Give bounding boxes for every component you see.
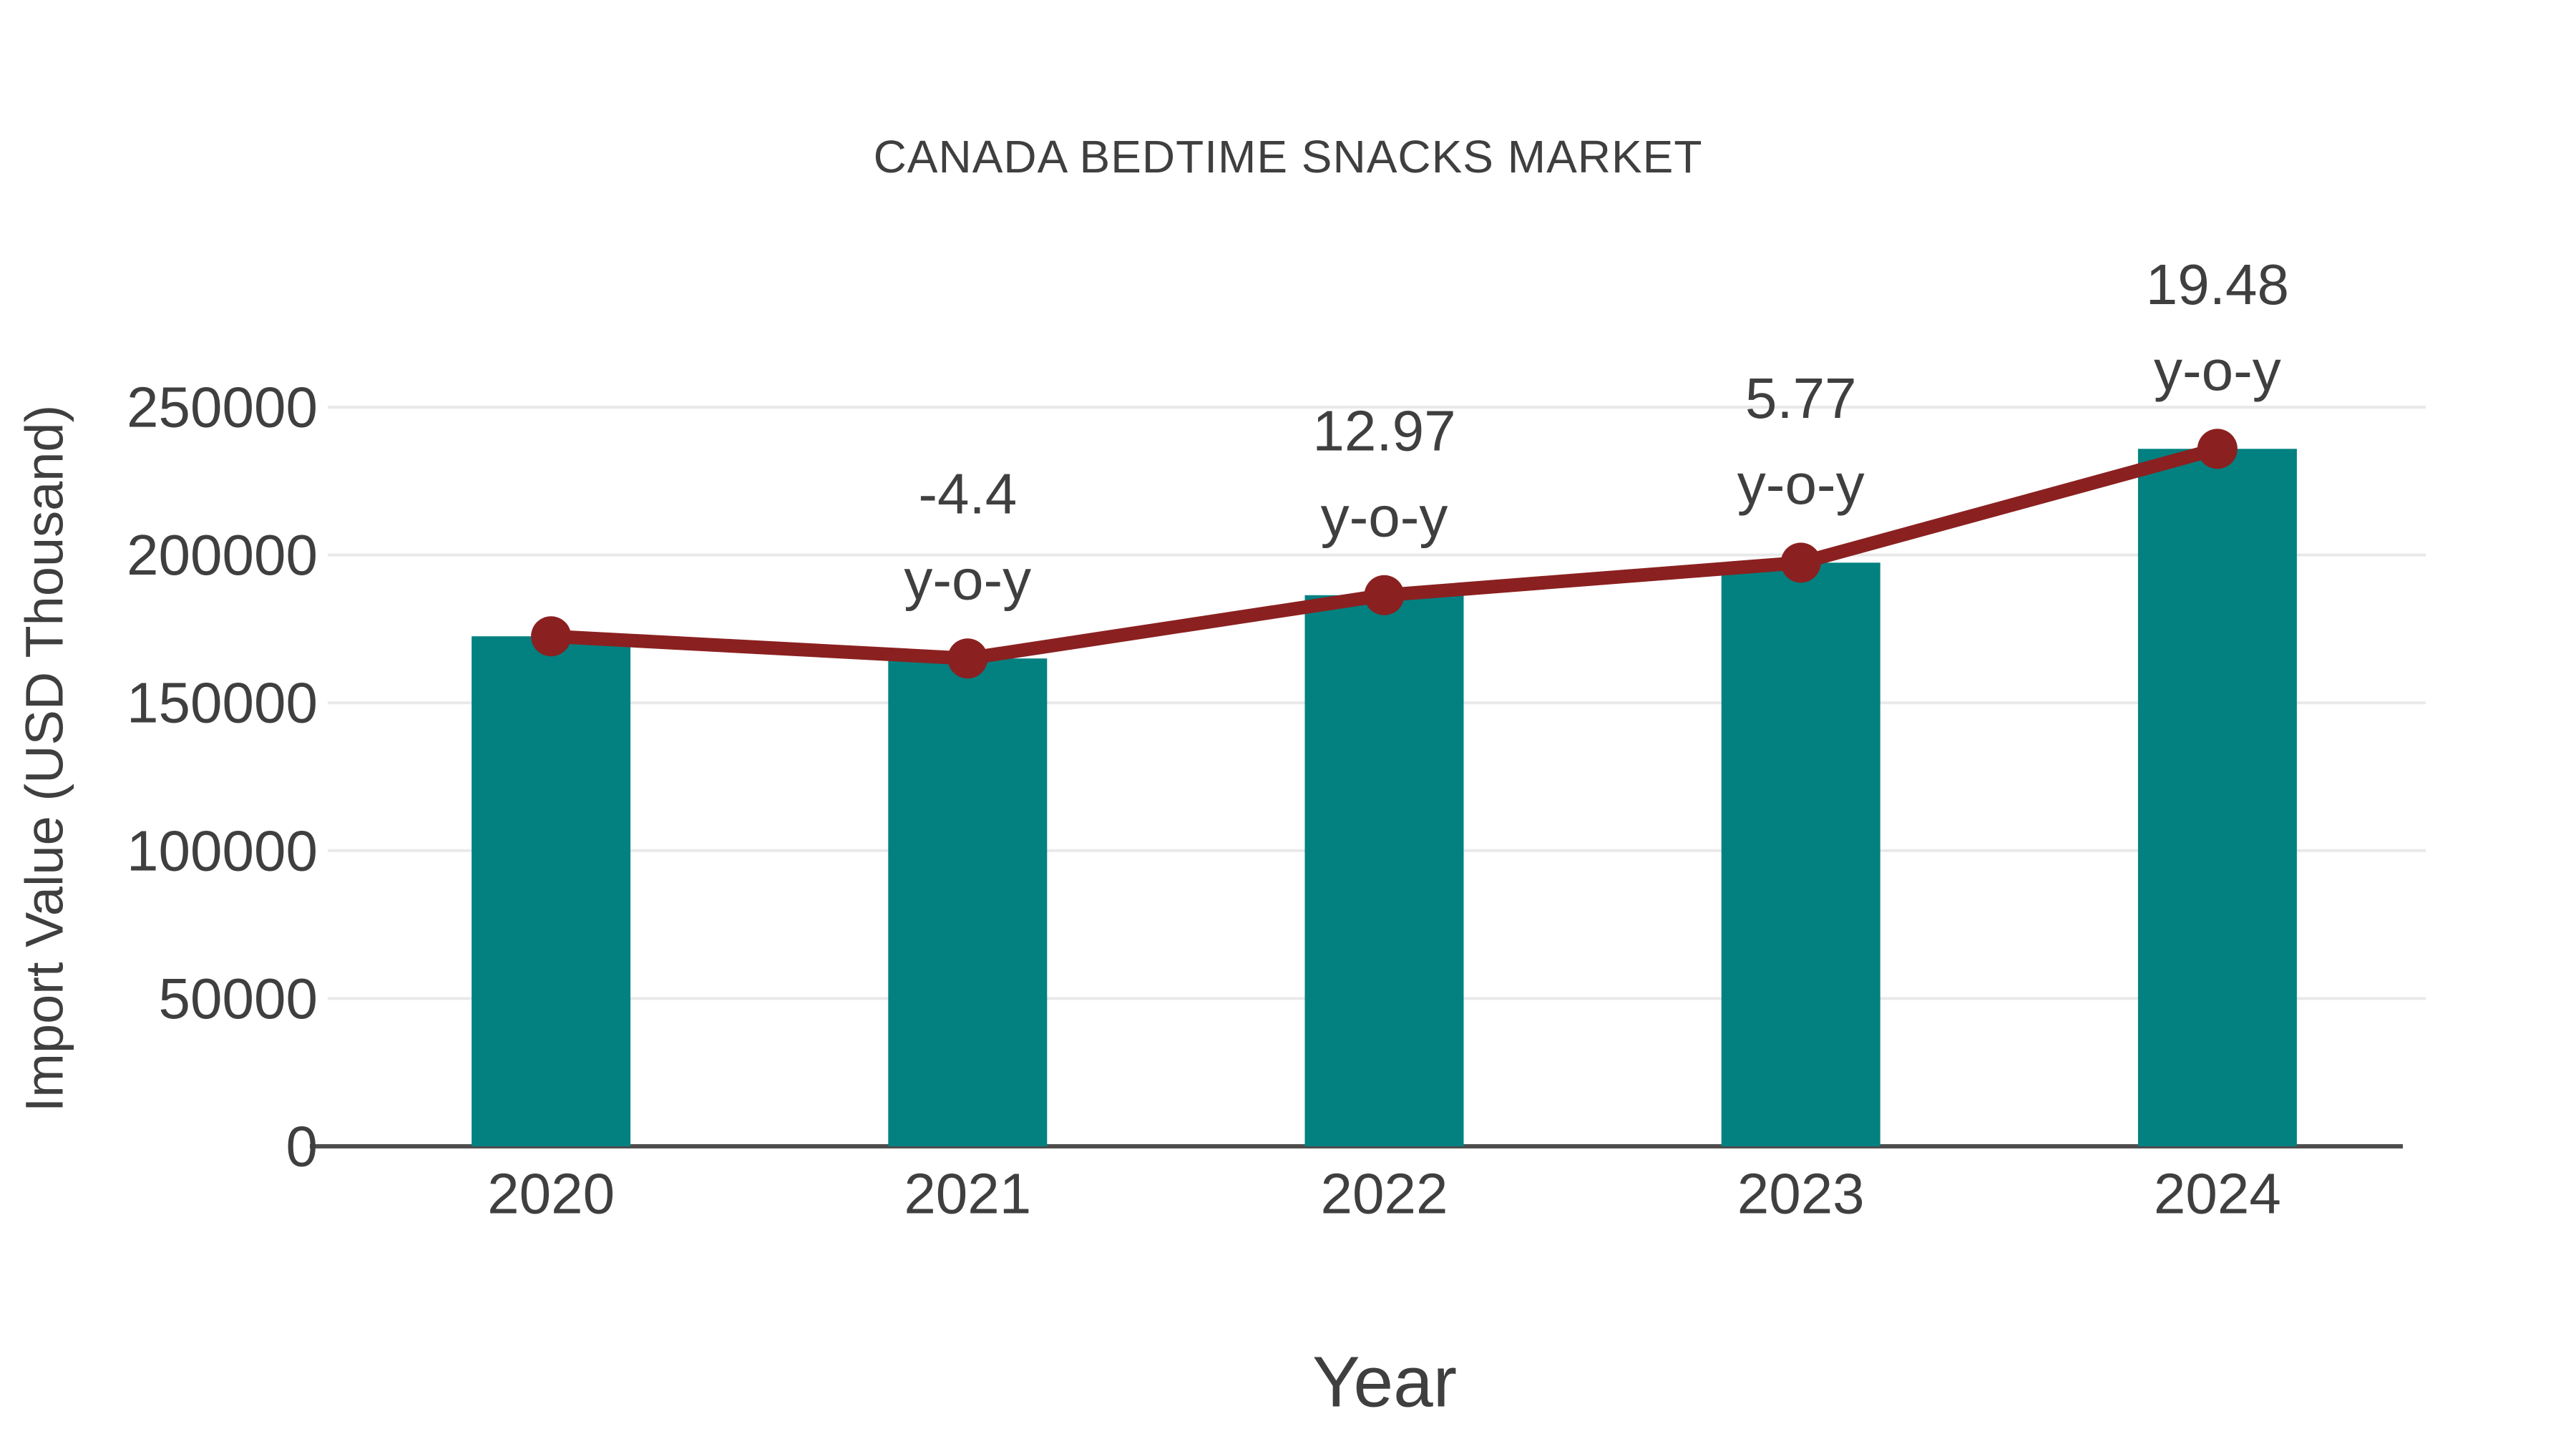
bar-2021 — [888, 658, 1048, 1146]
x-tick-label: 2024 — [2154, 1162, 2281, 1226]
x-tick-label: 2021 — [904, 1162, 1031, 1226]
trend-marker-2024 — [2197, 429, 2238, 469]
y-tick-label: 200000 — [127, 523, 318, 587]
annotation-suffix-2024: y-o-y — [2154, 338, 2281, 402]
y-tick-label: 150000 — [127, 671, 318, 735]
bar-2020 — [472, 636, 631, 1146]
y-tick-label: 0 — [286, 1115, 318, 1179]
trend-marker-2023 — [1780, 542, 1821, 583]
annotation-value-2024: 19.48 — [2146, 253, 2289, 316]
annotation-value-2023: 5.77 — [1745, 366, 1857, 430]
annotation-suffix-2023: y-o-y — [1737, 452, 1865, 516]
bar-2024 — [2137, 449, 2297, 1146]
y-tick-label: 50000 — [159, 967, 318, 1030]
annotation-suffix-2021: y-o-y — [904, 548, 1031, 612]
trend-marker-2021 — [947, 638, 988, 679]
trend-marker-2022 — [1364, 575, 1405, 615]
bar-2022 — [1304, 595, 1464, 1146]
trend-marker-2020 — [531, 616, 572, 657]
bar-2023 — [1721, 562, 1880, 1146]
y-tick-label: 250000 — [127, 376, 318, 439]
annotation-suffix-2022: y-o-y — [1321, 484, 1448, 548]
annotation-value-2021: -4.4 — [918, 462, 1017, 526]
y-axis-title: Import Value (USD Thousand) — [14, 404, 74, 1113]
chart-title: CANADA BEDTIME SNACKS MARKET — [873, 131, 1703, 182]
y-tick-label: 100000 — [127, 819, 318, 882]
x-tick-label: 2020 — [487, 1162, 615, 1226]
x-tick-label: 2022 — [1321, 1162, 1448, 1226]
annotation-value-2022: 12.97 — [1312, 399, 1455, 462]
x-tick-label: 2023 — [1737, 1162, 1865, 1226]
x-axis-title: Year — [1312, 1342, 1458, 1423]
